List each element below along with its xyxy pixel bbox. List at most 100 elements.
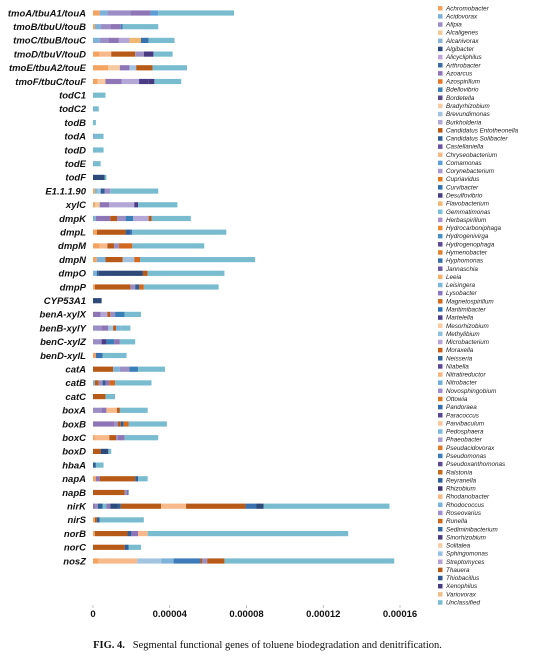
bar-segment: [143, 284, 219, 290]
bar-segment: [129, 65, 137, 71]
legend-swatch: [438, 266, 443, 271]
bar-segment: [173, 558, 201, 564]
bar-segment: [123, 421, 129, 427]
bar-segment: [94, 380, 99, 386]
legend-swatch: [438, 258, 443, 263]
legend-swatch: [438, 567, 443, 573]
legend-swatch: [438, 79, 443, 84]
legend-swatch: [438, 461, 443, 467]
legend-swatch: [438, 583, 443, 589]
legend-label: Alcaligenes: [445, 30, 479, 37]
legend-label: Thauera: [446, 567, 470, 574]
bar-segment: [117, 421, 121, 427]
bar-segment: [224, 558, 395, 564]
bar-segment: [100, 311, 108, 317]
legend-item: Curvibacter: [438, 184, 479, 191]
bar-segment: [93, 558, 99, 564]
legend-swatch: [438, 518, 443, 524]
gene-label-tmoa-tbua1-toua: tmoA/tbuA1/touA: [8, 8, 86, 19]
bar-segment: [100, 448, 109, 454]
bar-segment: [93, 489, 125, 496]
bar-segment: [122, 24, 159, 30]
bar-segment: [115, 380, 152, 386]
legend-swatch: [438, 486, 443, 491]
legend-item: Solitalea: [438, 543, 471, 550]
bar-segment: [110, 215, 117, 222]
bar-dmpn: [93, 257, 256, 263]
legend-item: Ottowia: [438, 396, 468, 403]
bar-segment: [129, 37, 141, 43]
legend-swatch: [438, 323, 443, 328]
legend-label: Flavobacterium: [446, 201, 489, 208]
legend-swatch: [438, 551, 443, 556]
legend-item: Methylibium: [438, 331, 480, 338]
bar-segment: [99, 10, 108, 16]
bar-segment: [105, 380, 110, 386]
bar-segment: [93, 78, 98, 85]
bar-segment: [93, 51, 100, 57]
bar-segment: [95, 352, 103, 359]
legend-swatch: [438, 307, 443, 312]
legend-label: Nitrobacter: [446, 380, 478, 387]
bar-segment: [132, 229, 227, 235]
gene-label-benc-xylz: benC-xylZ: [40, 337, 87, 348]
bar-segment: [245, 503, 257, 509]
bar-segment: [131, 531, 139, 537]
bar-segment: [93, 106, 99, 112]
legend-item: Variovorax: [438, 591, 477, 598]
bar-segment: [117, 435, 125, 441]
legend-label: Runella: [446, 518, 468, 525]
bar-segment: [107, 243, 115, 249]
bar-segment: [135, 284, 140, 290]
legend-label: Roseovarius: [446, 510, 482, 517]
gene-label-dmpm: dmpM: [58, 241, 87, 252]
bar-segment: [93, 517, 95, 523]
legend-label: Hydrogenivirga: [446, 233, 489, 240]
bar-segment: [99, 37, 109, 43]
legend-label: Moraxella: [446, 347, 474, 354]
bar-segment: [95, 133, 104, 139]
legend-label: Leisingera: [446, 282, 476, 289]
bar-segment: [111, 51, 136, 57]
bar-segment: [93, 476, 96, 482]
legend-swatch: [438, 413, 443, 418]
bar-segment: [109, 380, 116, 386]
bar-segment: [110, 503, 118, 509]
bar-segment: [134, 202, 139, 208]
bar-segment: [114, 243, 119, 249]
gene-label-tmoe-tbua2-toue: tmoE/tbuA2/touE: [9, 63, 87, 74]
bar-segment: [93, 448, 101, 454]
bar-segment: [143, 51, 154, 57]
legend-label: Leeia: [446, 274, 462, 281]
legend-swatch: [438, 95, 443, 101]
bar-segment: [108, 65, 120, 71]
bar-segment: [102, 503, 107, 509]
legend-swatch: [438, 6, 443, 11]
legend-swatch: [438, 111, 443, 117]
bar-segment: [130, 229, 133, 235]
legend-swatch: [438, 396, 443, 402]
bar-segment: [99, 243, 108, 249]
bar-segment: [130, 284, 136, 290]
legend-swatch: [438, 478, 443, 483]
legend-item: Ralstonia: [438, 469, 473, 476]
bar-segment: [108, 325, 114, 331]
bar-segment: [142, 270, 148, 276]
bar-dmpl: [93, 229, 227, 235]
legend-item: Rhodococcus: [438, 502, 485, 509]
legend-swatch: [438, 144, 443, 149]
legend-item: Pseudacidovorax: [438, 445, 495, 452]
bar-segment: [150, 10, 159, 16]
legend-label: Martelella: [446, 315, 474, 322]
legend-swatch: [438, 315, 443, 320]
bar-segment: [148, 215, 152, 222]
bar-segment: [93, 531, 95, 537]
legend-label: Parvibaculum: [446, 420, 484, 427]
gene-label-boxb: boxB: [62, 419, 86, 430]
gene-label-dmpl: dmpL: [60, 228, 86, 239]
legend-item: Azoarcus: [438, 70, 473, 77]
bar-tmod-tbuv-toud: [93, 51, 173, 57]
bar-catc: [93, 394, 116, 400]
bar-segment: [118, 37, 130, 43]
